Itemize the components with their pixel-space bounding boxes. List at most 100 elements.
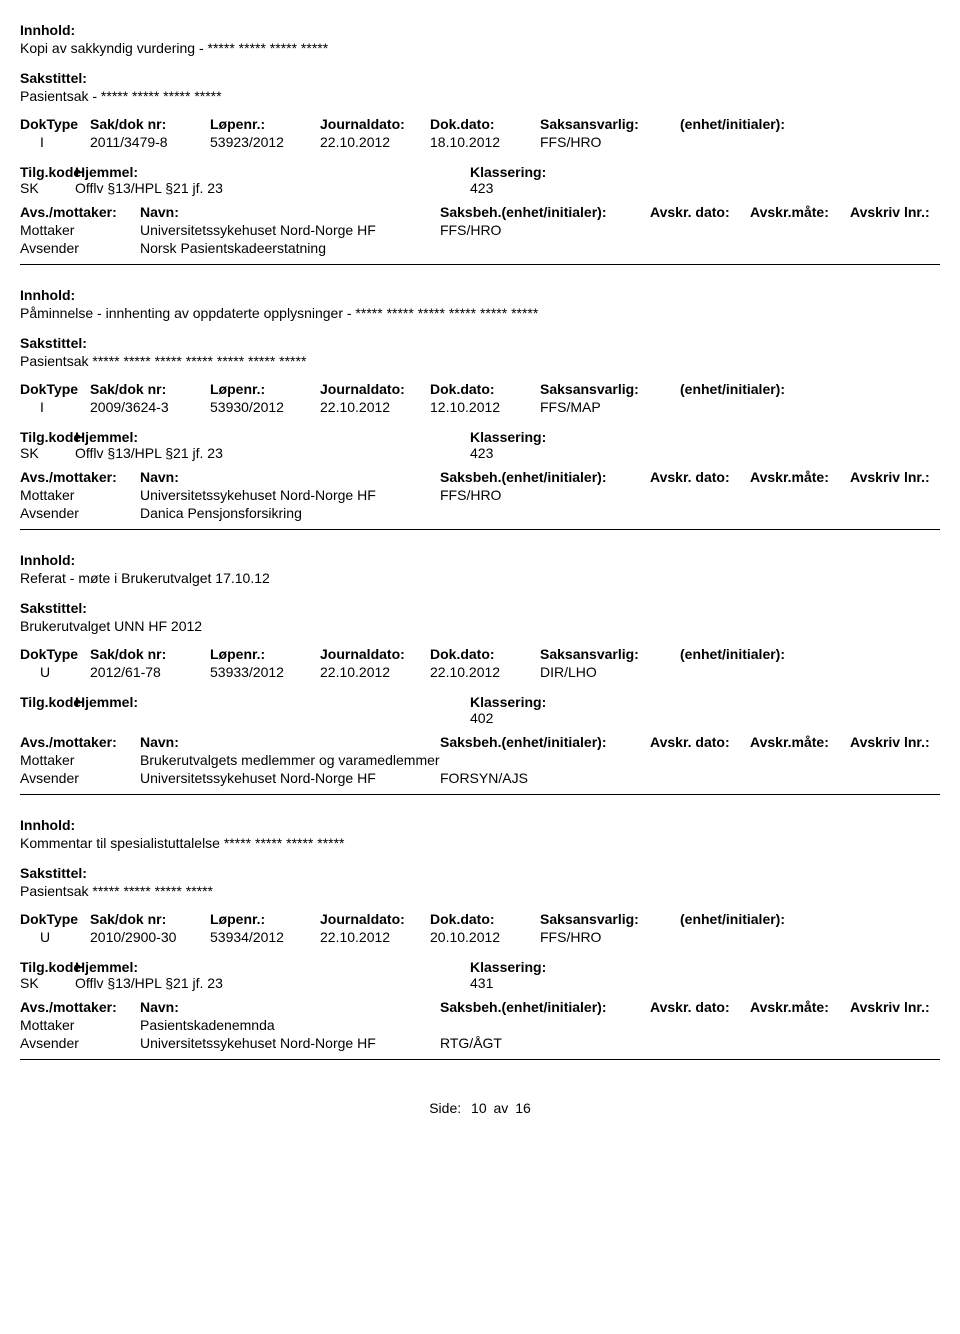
avskrmate-label: Avskr.måte: — [750, 999, 850, 1015]
lopenr-value: 53934/2012 — [210, 929, 320, 945]
saksansvarlig-value: FFS/MAP — [540, 399, 680, 415]
lopenr-label: Løpenr.: — [210, 911, 320, 927]
sakstittel-value: Pasientsak ***** ***** ***** ***** *****… — [20, 353, 940, 369]
klassering-value: 402 — [470, 710, 940, 726]
avskrmate-label: Avskr.måte: — [750, 204, 850, 220]
hjemmel-block: Tilg.kode Hjemmel: SK Offlv §13/HPL §21 … — [20, 164, 940, 196]
enhet-label: (enhet/initialer): — [680, 381, 940, 397]
avsmottaker-label: Avs./mottaker: — [20, 469, 140, 485]
party-role: Avsender — [20, 1035, 140, 1051]
journaldato-label: Journaldato: — [320, 381, 430, 397]
saksansvarlig-label: Saksansvarlig: — [540, 646, 680, 662]
dokdato-value: 22.10.2012 — [430, 664, 540, 680]
klassering-label: Klassering: — [470, 959, 940, 975]
avsmottaker-label: Avs./mottaker: — [20, 204, 140, 220]
lopenr-label: Løpenr.: — [210, 646, 320, 662]
enhet-label: (enhet/initialer): — [680, 911, 940, 927]
metadata-header: DokType Sak/dok nr: Løpenr.: Journaldato… — [20, 646, 940, 662]
sakstittel-label: Sakstittel: — [20, 600, 940, 616]
navn-label: Navn: — [140, 999, 440, 1015]
avskrmate-label: Avskr.måte: — [750, 734, 850, 750]
party-role: Avsender — [20, 770, 140, 786]
tilgkode-label: Tilg.kode — [20, 959, 75, 975]
enhet-value — [680, 134, 940, 150]
sakstittel-value: Pasientsak ***** ***** ***** ***** — [20, 883, 940, 899]
avskrdato-label: Avskr. dato: — [650, 204, 750, 220]
party-unit: RTG/ÅGT — [440, 1035, 520, 1051]
saksbeh-label: Saksbeh.(enhet/initialer): — [440, 204, 650, 220]
lopenr-value: 53923/2012 — [210, 134, 320, 150]
journal-record: Innhold: Referat - møte i Brukerutvalget… — [0, 530, 960, 795]
avskrivlnr-label: Avskriv lnr.: — [850, 469, 940, 485]
party-role: Avsender — [20, 505, 140, 521]
party-role: Mottaker — [20, 752, 140, 768]
avskrivlnr-label: Avskriv lnr.: — [850, 734, 940, 750]
record-divider — [20, 1059, 940, 1060]
avskrdato-label: Avskr. dato: — [650, 999, 750, 1015]
parties-block: Avs./mottaker: Navn: Saksbeh.(enhet/init… — [20, 469, 940, 521]
dokdato-value: 20.10.2012 — [430, 929, 540, 945]
party-row: Mottaker Brukerutvalgets medlemmer og va… — [20, 752, 940, 768]
lopenr-value: 53933/2012 — [210, 664, 320, 680]
parties-block: Avs./mottaker: Navn: Saksbeh.(enhet/init… — [20, 204, 940, 256]
saksansvarlig-label: Saksansvarlig: — [540, 911, 680, 927]
dokdato-label: Dok.dato: — [430, 646, 540, 662]
party-name: Universitetssykehuset Nord-Norge HF — [140, 1035, 440, 1051]
party-name: Danica Pensjonsforsikring — [140, 505, 440, 521]
metadata-row: U 2012/61-78 53933/2012 22.10.2012 22.10… — [20, 664, 940, 680]
party-unit: FFS/HRO — [440, 487, 520, 503]
journaldato-label: Journaldato: — [320, 116, 430, 132]
journal-record: Innhold: Kommentar til spesialistuttalel… — [0, 795, 960, 1060]
innhold-value: Påminnelse - innhenting av oppdaterte op… — [20, 305, 940, 321]
sakstittel-label: Sakstittel: — [20, 335, 940, 351]
journal-record: Innhold: Kopi av sakkyndig vurdering - *… — [0, 0, 960, 265]
parties-block: Avs./mottaker: Navn: Saksbeh.(enhet/init… — [20, 999, 940, 1051]
party-role: Mottaker — [20, 487, 140, 503]
lopenr-label: Løpenr.: — [210, 116, 320, 132]
party-row: Mottaker Pasientskadenemnda — [20, 1017, 940, 1033]
page-footer: Side: 10 av 16 — [0, 1100, 960, 1116]
avsmottaker-label: Avs./mottaker: — [20, 734, 140, 750]
hjemmel-value: Offlv §13/HPL §21 jf. 23 — [75, 180, 223, 196]
doktype-label: DokType — [20, 911, 90, 927]
saksansvarlig-label: Saksansvarlig: — [540, 116, 680, 132]
enhet-value — [680, 664, 940, 680]
tilgkode-label: Tilg.kode — [20, 164, 75, 180]
party-row: Avsender Universitetssykehuset Nord-Norg… — [20, 1035, 940, 1051]
parties-header: Avs./mottaker: Navn: Saksbeh.(enhet/init… — [20, 999, 940, 1015]
hjemmel-value: Offlv §13/HPL §21 jf. 23 — [75, 445, 223, 461]
footer-side-label: Side: — [429, 1100, 461, 1116]
records-container: Innhold: Kopi av sakkyndig vurdering - *… — [0, 0, 960, 1060]
enhet-label: (enhet/initialer): — [680, 116, 940, 132]
dokdato-label: Dok.dato: — [430, 911, 540, 927]
klassering-value: 431 — [470, 975, 940, 991]
innhold-label: Innhold: — [20, 552, 940, 568]
party-row: Avsender Norsk Pasientskadeerstatning — [20, 240, 940, 256]
journaldato-label: Journaldato: — [320, 911, 430, 927]
saksansvarlig-value: FFS/HRO — [540, 929, 680, 945]
hjemmel-block: Tilg.kode Hjemmel: Klassering: 402 — [20, 694, 940, 726]
avskrmate-label: Avskr.måte: — [750, 469, 850, 485]
dokdato-value: 12.10.2012 — [430, 399, 540, 415]
tilgkode-value: SK — [20, 180, 75, 196]
innhold-value: Kopi av sakkyndig vurdering - ***** ****… — [20, 40, 940, 56]
enhet-label: (enhet/initialer): — [680, 646, 940, 662]
party-name: Universitetssykehuset Nord-Norge HF — [140, 487, 440, 503]
parties-header: Avs./mottaker: Navn: Saksbeh.(enhet/init… — [20, 204, 940, 220]
sakstittel-value: Brukerutvalget UNN HF 2012 — [20, 618, 940, 634]
saksansvarlig-value: FFS/HRO — [540, 134, 680, 150]
navn-label: Navn: — [140, 204, 440, 220]
saknr-label: Sak/dok nr: — [90, 911, 210, 927]
tilgkode-label: Tilg.kode — [20, 694, 75, 710]
journal-record: Innhold: Påminnelse - innhenting av oppd… — [0, 265, 960, 530]
innhold-value: Kommentar til spesialistuttalelse ***** … — [20, 835, 940, 851]
metadata-row: I 2009/3624-3 53930/2012 22.10.2012 12.1… — [20, 399, 940, 415]
saksbeh-label: Saksbeh.(enhet/initialer): — [440, 734, 650, 750]
journaldato-value: 22.10.2012 — [320, 664, 430, 680]
party-role: Mottaker — [20, 1017, 140, 1033]
hjemmel-value: Offlv §13/HPL §21 jf. 23 — [75, 975, 223, 991]
saksbeh-label: Saksbeh.(enhet/initialer): — [440, 999, 650, 1015]
lopenr-label: Løpenr.: — [210, 381, 320, 397]
saknr-value: 2012/61-78 — [90, 664, 210, 680]
dokdato-label: Dok.dato: — [430, 116, 540, 132]
